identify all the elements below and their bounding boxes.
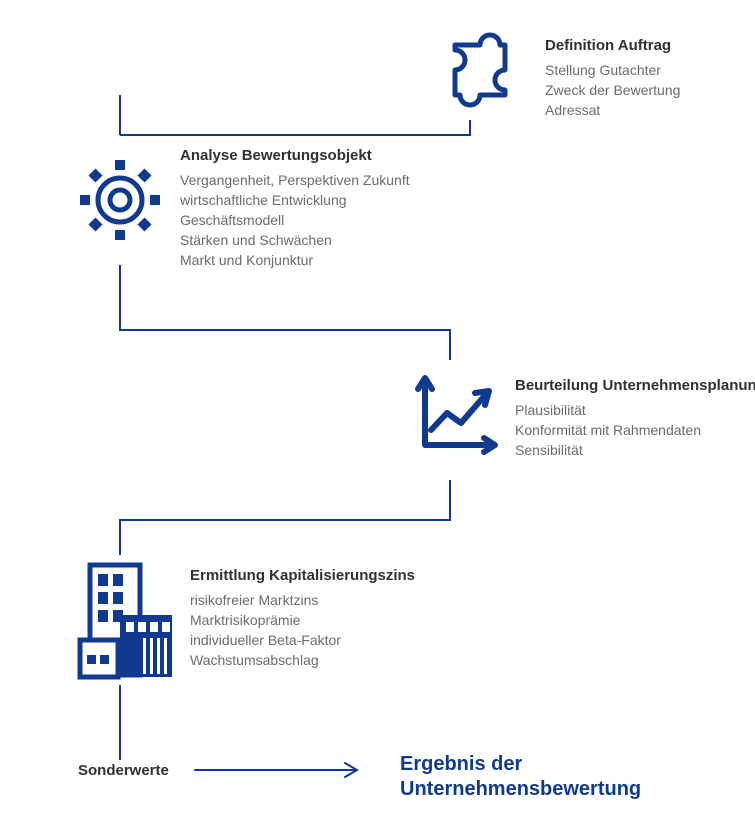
chart-node: Beurteilung Unternehmensplanung Plausibi… <box>418 377 755 458</box>
buildings-node: Ermittlung Kapitalisierungszins risikofr… <box>80 565 415 677</box>
gear-icon <box>80 160 160 240</box>
definition-item-0: Stellung Gutachter <box>545 62 661 78</box>
ermittlung-item-2: individueller Beta-Faktor <box>190 632 341 648</box>
beurteilung-title: Beurteilung Unternehmensplanung <box>515 377 755 394</box>
sonderwerte-label: Sonderwerte <box>78 762 169 779</box>
beurteilung-item-1: Konformität mit Rahmendaten <box>515 422 701 438</box>
ermittlung-title: Ermittlung Kapitalisierungszins <box>190 567 415 584</box>
ermittlung-item-3: Wachstumsabschlag <box>190 652 319 668</box>
analyse-item-0: Vergangenheit, Perspektiven Zukunft <box>180 172 410 188</box>
analyse-item-3: Stärken und Schwächen <box>180 232 332 248</box>
result-line-1: Ergebnis der <box>400 753 522 775</box>
ermittlung-item-0: risikofreier Marktzins <box>190 592 318 608</box>
ermittlung-item-1: Marktrisikoprämie <box>190 612 301 628</box>
beurteilung-item-0: Plausibilität <box>515 402 586 418</box>
flow-diagram: Definition Auftrag Stellung Gutachter Zw… <box>0 0 755 829</box>
analyse-item-1: wirtschaftliche Entwicklung <box>179 192 347 208</box>
result-row: Sonderwerte Ergebnis der Unternehmensbew… <box>78 753 641 800</box>
definition-item-2: Adressat <box>545 102 600 118</box>
analyse-title: Analyse Bewertungsobjekt <box>180 147 372 164</box>
definition-title: Definition Auftrag <box>545 37 671 54</box>
buildings-icon <box>80 565 172 677</box>
chart-icon <box>418 378 495 452</box>
beurteilung-item-2: Sensibilität <box>515 442 583 458</box>
gear-node: Analyse Bewertungsobjekt Vergangenheit, … <box>80 147 410 268</box>
analyse-item-2: Geschäftsmodell <box>180 212 284 228</box>
puzzle-icon <box>455 35 505 105</box>
analyse-item-4: Markt und Konjunktur <box>180 252 313 268</box>
puzzle-node: Definition Auftrag Stellung Gutachter Zw… <box>455 35 680 118</box>
result-line-2: Unternehmensbewertung <box>400 778 641 800</box>
definition-item-1: Zweck der Bewertung <box>545 82 680 98</box>
